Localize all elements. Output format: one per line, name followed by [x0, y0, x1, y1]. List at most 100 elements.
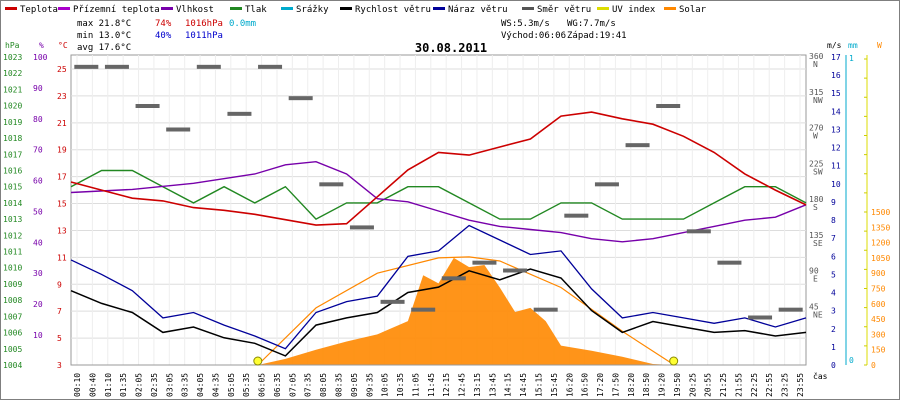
unit-time: čas	[813, 371, 828, 381]
wind-direction-mark	[411, 307, 436, 312]
tick-time: 13:45	[488, 373, 497, 397]
tick-time: 14:15	[504, 373, 513, 397]
wind-direction-mark	[441, 276, 466, 281]
wind-direction-mark	[380, 299, 405, 304]
tick-wind-speed: 1	[831, 343, 836, 352]
stat-max-humidity: 74%	[155, 19, 172, 29]
tick-humidity: 20	[33, 300, 43, 309]
tick-time: 07:35	[304, 373, 313, 397]
chart-title: 30.08.2011	[415, 41, 487, 55]
stat-sunset: Západ:19:41	[567, 31, 627, 41]
tick-temperature: 13	[57, 226, 67, 235]
tick-direction-label: NE	[813, 310, 823, 319]
tick-time: 23:55	[796, 373, 805, 397]
wind-direction-mark	[778, 307, 803, 312]
tick-wind-speed: 9	[831, 198, 836, 207]
tick-humidity: 30	[33, 269, 43, 278]
tick-pressure: 1022	[3, 69, 22, 78]
tick-time: 21:25	[719, 373, 728, 397]
tick-direction-label: W	[813, 132, 818, 141]
wind-direction-mark	[227, 111, 252, 116]
tick-direction-degrees: 45	[809, 302, 819, 311]
tick-wind-speed: 6	[831, 252, 836, 261]
tick-pressure: 1023	[3, 53, 22, 62]
tick-time: 18:20	[627, 373, 636, 397]
unit-mm: mm	[848, 41, 858, 50]
series-wind-gust	[70, 224, 807, 350]
legend-label: Tlak	[245, 5, 267, 15]
unit-watt: W	[877, 41, 882, 50]
tick-time: 01:35	[119, 373, 128, 397]
unit-hpa: hPa	[5, 41, 20, 50]
tick-solar: 1200	[871, 239, 890, 248]
tick-time: 06:05	[258, 373, 267, 397]
tick-pressure: 1008	[3, 296, 22, 305]
tick-time: 04:05	[196, 373, 205, 397]
tick-time: 11:45	[427, 373, 436, 397]
tick-temperature: 17	[57, 173, 67, 182]
tick-time: 22:55	[765, 373, 774, 397]
tick-time: 16:50	[581, 373, 590, 397]
tick-solar: 1350	[871, 223, 890, 232]
tick-wind-speed: 11	[831, 162, 841, 171]
legend-label: UV index	[612, 5, 656, 15]
tick-temperature: 3	[57, 361, 62, 370]
legend-swatch	[58, 7, 70, 10]
tick-pressure: 1011	[3, 248, 22, 257]
tick-time: 11:05	[411, 373, 420, 397]
stat-min-pressure: 1011hPa	[185, 31, 223, 41]
sun-marker	[669, 356, 679, 366]
tick-direction-degrees: 360	[809, 52, 824, 61]
tick-rain: 0	[849, 356, 854, 365]
stat-max-rain: 0.0mm	[229, 19, 256, 29]
wind-direction-mark	[656, 104, 681, 108]
tick-humidity: 80	[33, 115, 43, 124]
tick-time: 07:05	[288, 373, 297, 397]
tick-temperature: 9	[57, 280, 62, 289]
tick-time: 21:55	[734, 373, 743, 397]
tick-solar: 150	[871, 346, 886, 355]
stat-avg-temp: avg 17.6°C	[77, 43, 131, 53]
tick-time: 05:05	[227, 373, 236, 397]
legend-label: Přízemní teplota	[73, 5, 160, 15]
tick-wind-speed: 16	[831, 71, 841, 80]
tick-temperature: 25	[57, 65, 67, 74]
tick-pressure: 1015	[3, 183, 22, 192]
wind-direction-mark	[74, 64, 99, 69]
legend-label: Směr větru	[537, 5, 591, 15]
tick-pressure: 1018	[3, 134, 22, 143]
tick-wind-speed: 14	[831, 107, 841, 116]
tick-time: 00:10	[73, 373, 82, 397]
tick-direction-label: NW	[813, 96, 823, 105]
tick-rain: 1	[849, 54, 854, 63]
tick-temperature: 15	[57, 200, 67, 209]
tick-wind-speed: 4	[831, 289, 836, 298]
tick-wind-speed: 13	[831, 125, 841, 134]
legend: Teplota Přízemní teplota Vlhkost Tlak Srážky…	[5, 5, 707, 15]
tick-time: 15:15	[534, 373, 543, 397]
tick-time: 20:25	[688, 373, 697, 397]
tick-wind-speed: 3	[831, 307, 836, 316]
tick-time: 02:05	[135, 373, 144, 397]
tick-time: 01:10	[104, 373, 113, 397]
tick-wind-speed: 5	[831, 270, 836, 279]
tick-temperature: 23	[57, 92, 67, 101]
wind-direction-mark	[319, 182, 344, 187]
tick-pressure: 1013	[3, 215, 22, 224]
series-solar-area	[257, 257, 675, 365]
stat-min-humidity: 40%	[155, 31, 172, 41]
tick-wind-speed: 15	[831, 89, 841, 98]
wind-direction-mark	[166, 127, 191, 132]
legend-swatch	[161, 7, 173, 10]
legend-swatch	[230, 7, 242, 10]
wind-direction-mark	[503, 268, 528, 273]
legend-label: Vlhkost	[176, 5, 214, 15]
tick-wind-speed: 17	[831, 53, 841, 62]
series-pressure	[70, 169, 807, 220]
legend-swatch	[664, 7, 676, 10]
tick-wind-speed: 7	[831, 234, 836, 243]
stat-max-pressure: 1016hPa	[185, 19, 223, 29]
axis-pressure: 1023 1022 1021 1020 1019 1018 1017 1016 1015 1014…	[3, 53, 22, 370]
tick-time: 17:50	[611, 373, 620, 397]
